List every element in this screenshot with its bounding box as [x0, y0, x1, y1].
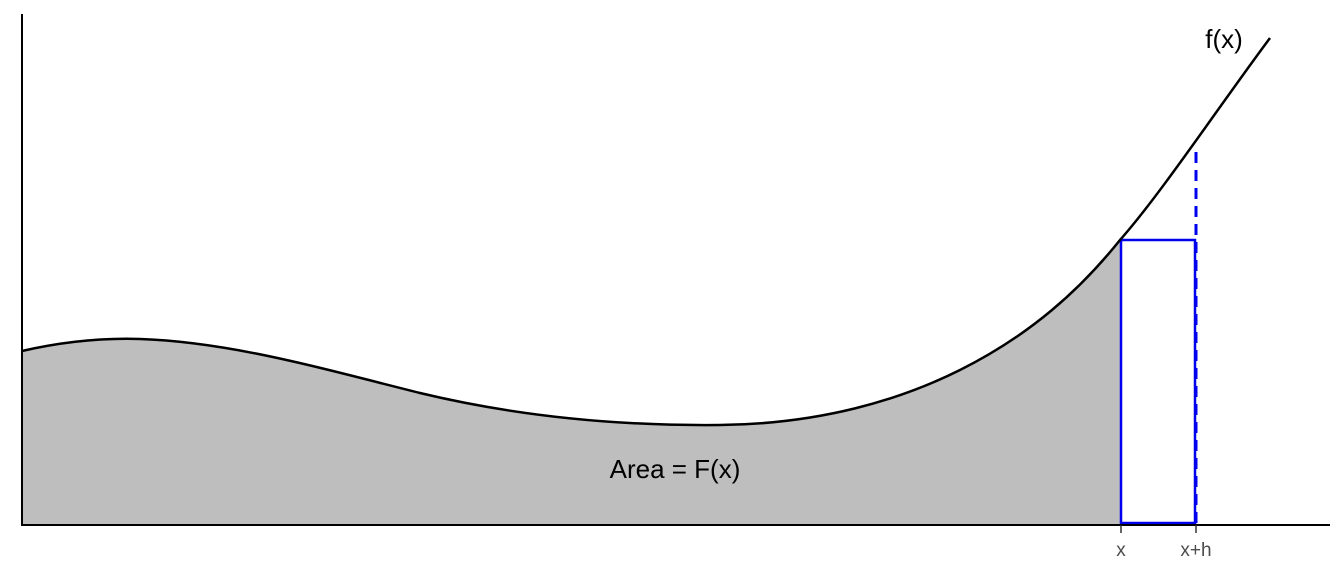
tick-label-x-plus-h: x+h [1180, 540, 1211, 561]
area-label: Area = F(x) [610, 454, 741, 484]
shaded-area [22, 240, 1120, 525]
tick-label-x: x [1116, 540, 1126, 561]
rectangle-strip [1121, 240, 1195, 523]
curve-label: f(x) [1205, 24, 1243, 54]
